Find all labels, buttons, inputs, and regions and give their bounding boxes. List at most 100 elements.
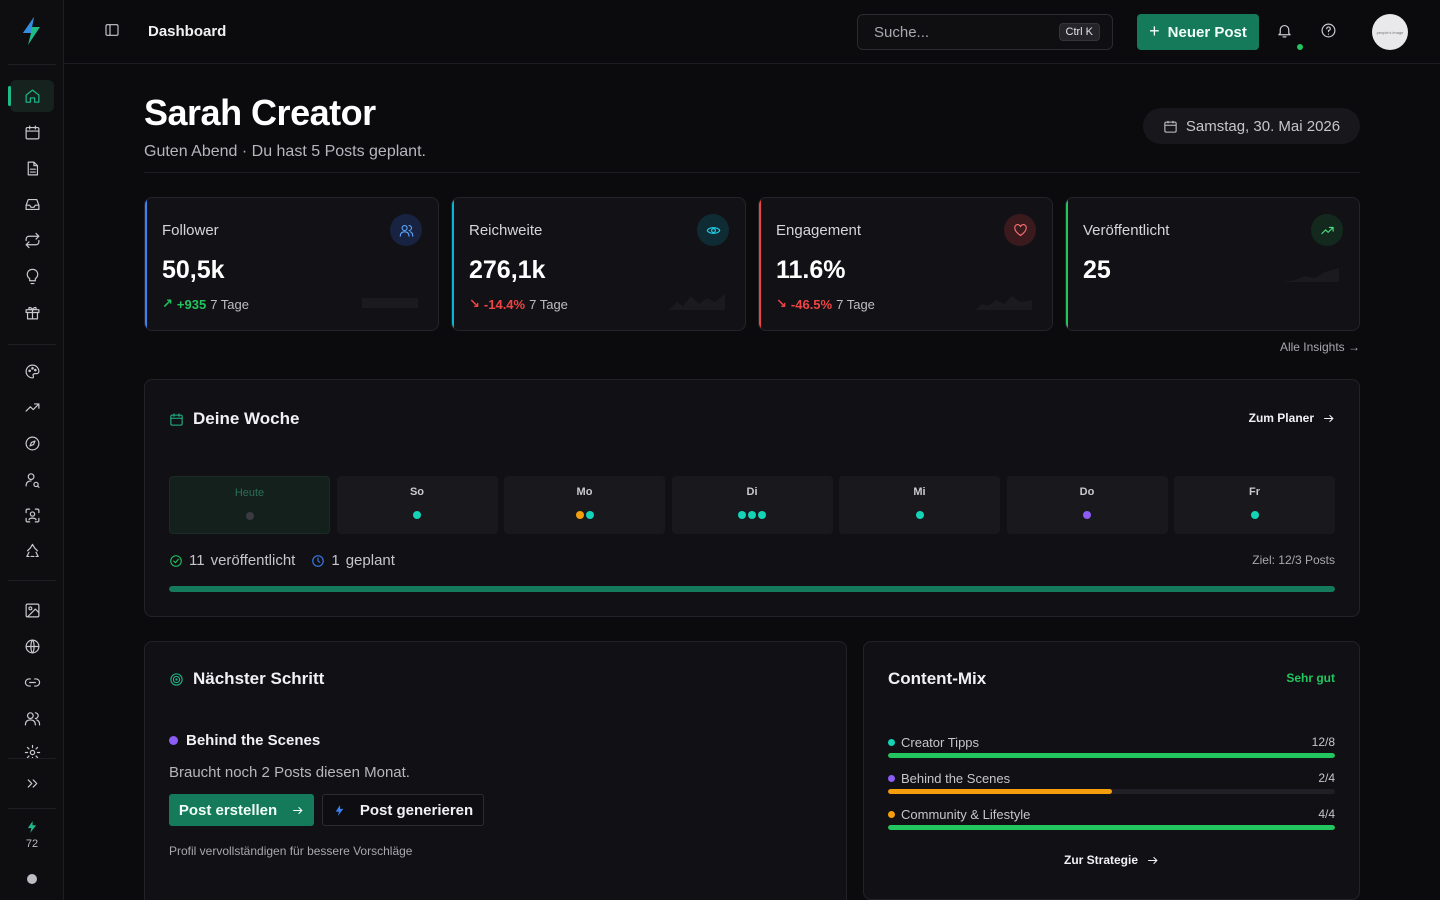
- post-dot: [1250, 511, 1259, 519]
- notification-dot: [1297, 44, 1303, 50]
- profile-name: Sarah Creator: [144, 92, 376, 133]
- delta-value: -46.5%: [790, 296, 833, 312]
- sidebar-item-links[interactable]: [10, 666, 54, 698]
- day-cell[interactable]: Mo: [504, 476, 665, 534]
- sidebar-item-explore[interactable]: [10, 427, 54, 459]
- lightbulb-icon: [26, 268, 38, 284]
- lightning-logo-icon[interactable]: [20, 16, 44, 46]
- compass-icon: [25, 436, 39, 450]
- search-shortcut-badge: Ctrl K: [1058, 23, 1100, 41]
- stat-card-engagement[interactable]: Engagement 11.6% ↘ -46.5% 7 Tage: [758, 197, 1053, 331]
- day-label: Heute: [234, 487, 265, 499]
- category-progress-bar: [888, 753, 1335, 758]
- strategy-link[interactable]: Zur Strategie: [864, 853, 1359, 867]
- date-pill: Samstag, 30. Mai 2026: [1143, 108, 1360, 144]
- new-post-button[interactable]: + Neuer Post: [1137, 14, 1259, 50]
- stat-icon-badge: [1311, 214, 1343, 246]
- sidebar-item-inbox[interactable]: [10, 188, 54, 220]
- target-icon: [170, 672, 183, 686]
- sidebar-item-media[interactable]: [10, 594, 54, 626]
- delta-period: 7 Tage: [529, 296, 568, 312]
- sidebar-expand-button[interactable]: [10, 767, 54, 799]
- sidebar-item-audience[interactable]: [10, 463, 54, 495]
- users-icon: [24, 711, 40, 725]
- globe-icon: [25, 639, 39, 653]
- category-name: Creator Tipps: [888, 735, 979, 750]
- sidebar-item-calendar[interactable]: [10, 116, 54, 148]
- day-cell[interactable]: Heute: [169, 476, 330, 534]
- panel-left-icon: [105, 24, 119, 36]
- content-mix-row: Behind the Scenes 2/4: [888, 771, 1335, 797]
- generate-post-label: Post generieren: [359, 801, 474, 819]
- post-dot: [413, 511, 421, 519]
- bell-icon: [1278, 24, 1291, 38]
- sidebar-item-ideas[interactable]: [10, 260, 54, 292]
- stat-value: 50,5k: [162, 256, 225, 284]
- category-progress-fill: [888, 753, 1335, 758]
- link-icon: [24, 677, 40, 687]
- sidebar-item-settings[interactable]: [10, 738, 54, 758]
- avatar[interactable]: people's image: [1372, 14, 1408, 50]
- search-box[interactable]: Ctrl K: [857, 14, 1113, 50]
- users-icon: [399, 224, 413, 237]
- planner-link[interactable]: Zum Planer: [1249, 411, 1335, 425]
- day-post-dots: [1007, 511, 1168, 519]
- day-post-dots: [1174, 511, 1335, 519]
- sidebar-item-home[interactable]: [8, 80, 54, 112]
- sidebar-item-team[interactable]: [10, 702, 54, 734]
- content-mix-row: Community & Lifestyle 4/4: [888, 807, 1335, 833]
- day-cell[interactable]: Do: [1006, 476, 1168, 534]
- create-post-button[interactable]: Post erstellen: [169, 794, 314, 826]
- stat-icon-badge: [1004, 214, 1036, 246]
- calendar-icon: [25, 125, 39, 139]
- create-post-label: Post erstellen: [178, 801, 278, 819]
- category-label: Behind the Scenes: [901, 771, 1011, 786]
- notifications-button[interactable]: [1276, 22, 1296, 42]
- stat-value: 25: [1083, 256, 1111, 284]
- eye-icon: [706, 226, 720, 234]
- sidebar-item-brand[interactable]: [10, 355, 54, 387]
- published-label: veröffentlicht: [210, 552, 296, 569]
- day-cell[interactable]: Di: [671, 476, 833, 534]
- post-dot: [758, 511, 766, 519]
- arrow-right-icon: [1324, 414, 1334, 422]
- sidebar-item-recycle[interactable]: [10, 535, 54, 567]
- credits-counter[interactable]: 72: [0, 820, 64, 850]
- topic-dot: [169, 736, 178, 745]
- sidebar-item-analytics[interactable]: [10, 391, 54, 423]
- day-label: So: [409, 486, 425, 498]
- sidebar-item-web[interactable]: [10, 630, 54, 662]
- generate-post-button[interactable]: Post generieren: [322, 794, 484, 826]
- palette-icon: [25, 364, 39, 378]
- sparkline: [1283, 268, 1339, 282]
- clock-icon: [312, 554, 325, 567]
- sidebar-item-repurpose[interactable]: [10, 224, 54, 256]
- sidebar-item-rewards[interactable]: [10, 296, 54, 328]
- sparkline: [976, 296, 1032, 310]
- page-title-breadcrumb: Dashboard: [148, 23, 227, 40]
- sidebar-toggle-button[interactable]: [104, 22, 124, 42]
- day-cell[interactable]: Mi: [839, 476, 1000, 534]
- week-summary: 11 veröffentlicht 1 geplant: [169, 552, 395, 569]
- profile-hint[interactable]: Profil vervollständigen für bessere Vors…: [169, 844, 413, 858]
- delta-period: 7 Tage: [210, 296, 249, 312]
- stat-card-reichweite[interactable]: Reichweite 276,1k ↘ -14.4% 7 Tage: [451, 197, 746, 331]
- day-cell[interactable]: So: [336, 476, 498, 534]
- all-insights-link[interactable]: Alle Insights →: [1279, 340, 1360, 354]
- stat-card-veroeffentlicht[interactable]: Veröffentlicht 25: [1065, 197, 1360, 331]
- lightning-icon: [335, 804, 344, 816]
- day-cell[interactable]: Fr: [1174, 476, 1335, 534]
- sidebar-item-scan[interactable]: [10, 499, 54, 531]
- help-circle-icon: [1321, 23, 1336, 38]
- stat-delta: ↗ +935 7 Tage: [162, 296, 249, 312]
- greeting-text: Guten Abend · Du hast 5 Posts geplant.: [144, 143, 426, 160]
- stat-card-follower[interactable]: Follower 50,5k ↗ +935 7 Tage: [144, 197, 439, 331]
- next-step-title: Nächster Schritt: [169, 669, 324, 689]
- search-input[interactable]: [874, 23, 1054, 41]
- category-count: 12/8: [1311, 735, 1335, 749]
- day-label: Di: [746, 486, 758, 498]
- week-progress-bar: [169, 586, 1335, 592]
- help-button[interactable]: [1320, 22, 1340, 42]
- current-date: Samstag, 30. Mai 2026: [1185, 117, 1341, 135]
- sidebar-item-posts[interactable]: [10, 152, 54, 184]
